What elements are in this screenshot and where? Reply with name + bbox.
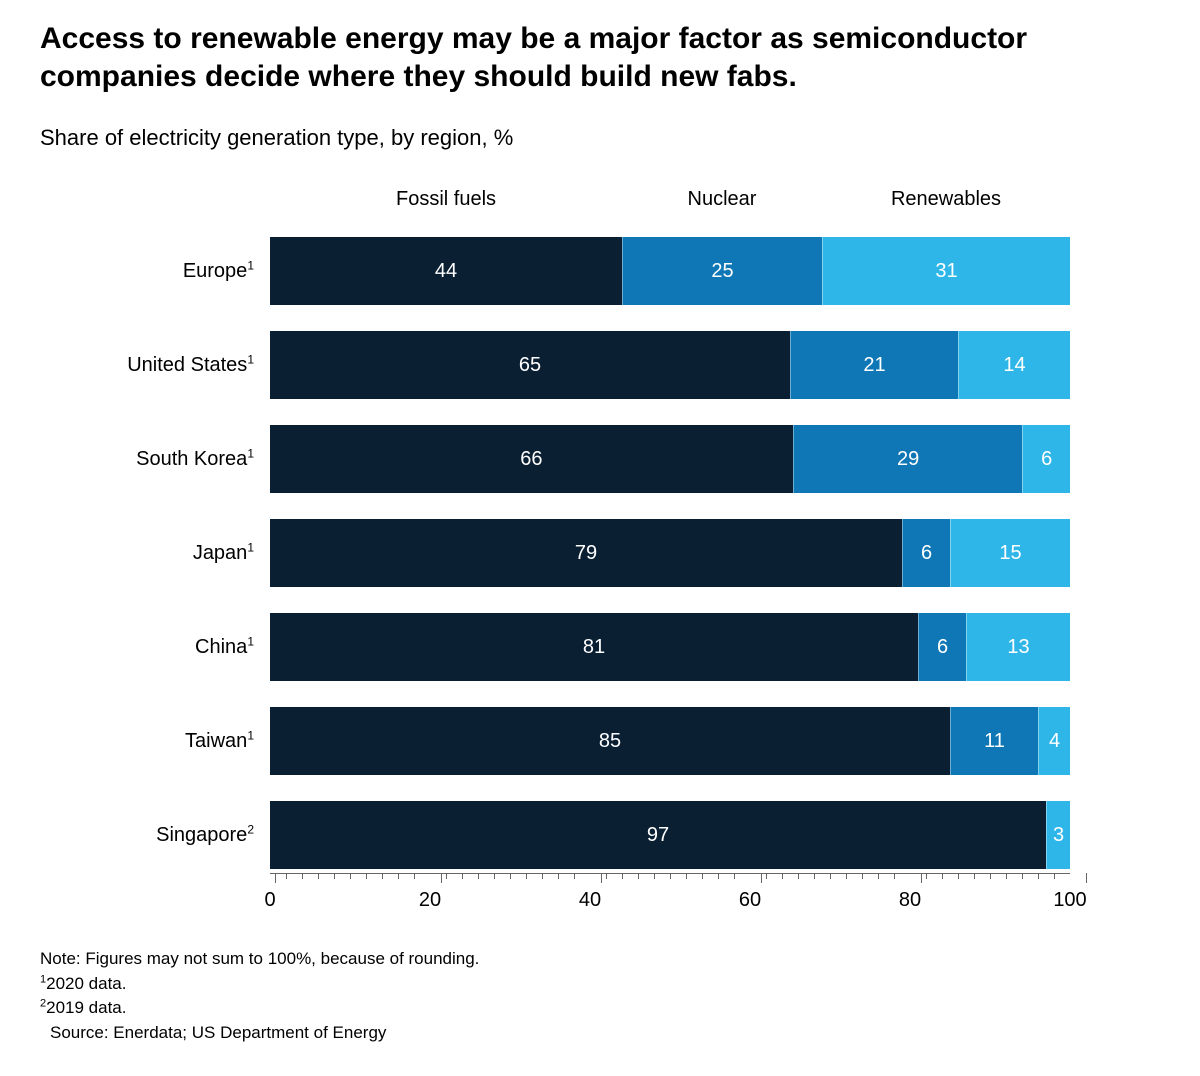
region-labels-column: Europe1 United States1 South Korea1 Japan1 C…	[80, 175, 270, 923]
footnote-rounding: Note: Figures may not sum to 100%, becau…	[40, 947, 1160, 972]
footnotes: Note: Figures may not sum to 100%, becau…	[40, 947, 1160, 1046]
bar-segment-renewables: 4	[1038, 707, 1070, 775]
region-label: Taiwan1	[80, 730, 270, 753]
bar-segment-nuclear: 6	[918, 613, 966, 681]
legend-spacer	[80, 175, 270, 211]
stacked-bar: 973	[270, 801, 1070, 869]
bar-segment-renewables: 13	[966, 613, 1070, 681]
bar-segment-renewables: 3	[1046, 801, 1070, 869]
bar-segment-fossil: 66	[270, 425, 793, 493]
x-tick-label: 60	[739, 889, 761, 912]
bar-segment-renewables: 14	[958, 331, 1070, 399]
page-title: Access to renewable energy may be a majo…	[40, 20, 1100, 95]
bar-segment-nuclear: 25	[622, 237, 822, 305]
legend-renewables: Renewables	[891, 188, 1001, 211]
bar-segment-fossil: 44	[270, 237, 622, 305]
bar-segment-nuclear: 6	[902, 519, 950, 587]
footnote-2: 22019 data.	[40, 996, 1160, 1021]
bar-segment-nuclear: 29	[793, 425, 1023, 493]
bar-segment-renewables: 15	[950, 519, 1070, 587]
bar-segment-nuclear: 21	[790, 331, 958, 399]
bar-segment-fossil: 97	[270, 801, 1046, 869]
region-label: United States1	[80, 354, 270, 377]
bar-segment-fossil: 65	[270, 331, 790, 399]
chart-area: Europe1 United States1 South Korea1 Japan1 C…	[80, 175, 1160, 923]
bar-segment-fossil: 85	[270, 707, 950, 775]
stacked-bar: 66296	[270, 425, 1070, 493]
region-label: Japan1	[80, 542, 270, 565]
x-axis: 020406080100	[270, 873, 1070, 923]
stacked-bar: 81613	[270, 613, 1070, 681]
bar-segment-fossil: 79	[270, 519, 902, 587]
x-tick-label: 40	[579, 889, 601, 912]
stacked-bar: 85114	[270, 707, 1070, 775]
chart-page: Access to renewable energy may be a majo…	[0, 0, 1200, 1076]
region-label: Europe1	[80, 260, 270, 283]
x-tick-label: 0	[264, 889, 275, 912]
x-tick-label: 100	[1053, 889, 1086, 912]
stacked-bar: 652114	[270, 331, 1070, 399]
region-label: South Korea1	[80, 448, 270, 471]
legend-fossil: Fossil fuels	[396, 188, 496, 211]
legend-nuclear: Nuclear	[688, 188, 757, 211]
bars-column: Fossil fuels Nuclear Renewables 442531 6521…	[270, 175, 1070, 923]
stacked-bar: 442531	[270, 237, 1070, 305]
bar-segment-renewables: 31	[822, 237, 1070, 305]
legend-row: Fossil fuels Nuclear Renewables	[270, 175, 1070, 211]
bar-segment-renewables: 6	[1022, 425, 1070, 493]
chart-subtitle: Share of electricity generation type, by…	[40, 125, 1160, 151]
stacked-bar: 79615	[270, 519, 1070, 587]
source-line: Source: Enerdata; US Department of Energ…	[50, 1021, 1160, 1046]
bar-segment-fossil: 81	[270, 613, 918, 681]
footnote-1: 12020 data.	[40, 972, 1160, 997]
x-tick-label: 20	[419, 889, 441, 912]
region-label: Singapore2	[80, 824, 270, 847]
bar-segment-nuclear: 11	[950, 707, 1038, 775]
x-tick-label: 80	[899, 889, 921, 912]
region-label: China1	[80, 636, 270, 659]
